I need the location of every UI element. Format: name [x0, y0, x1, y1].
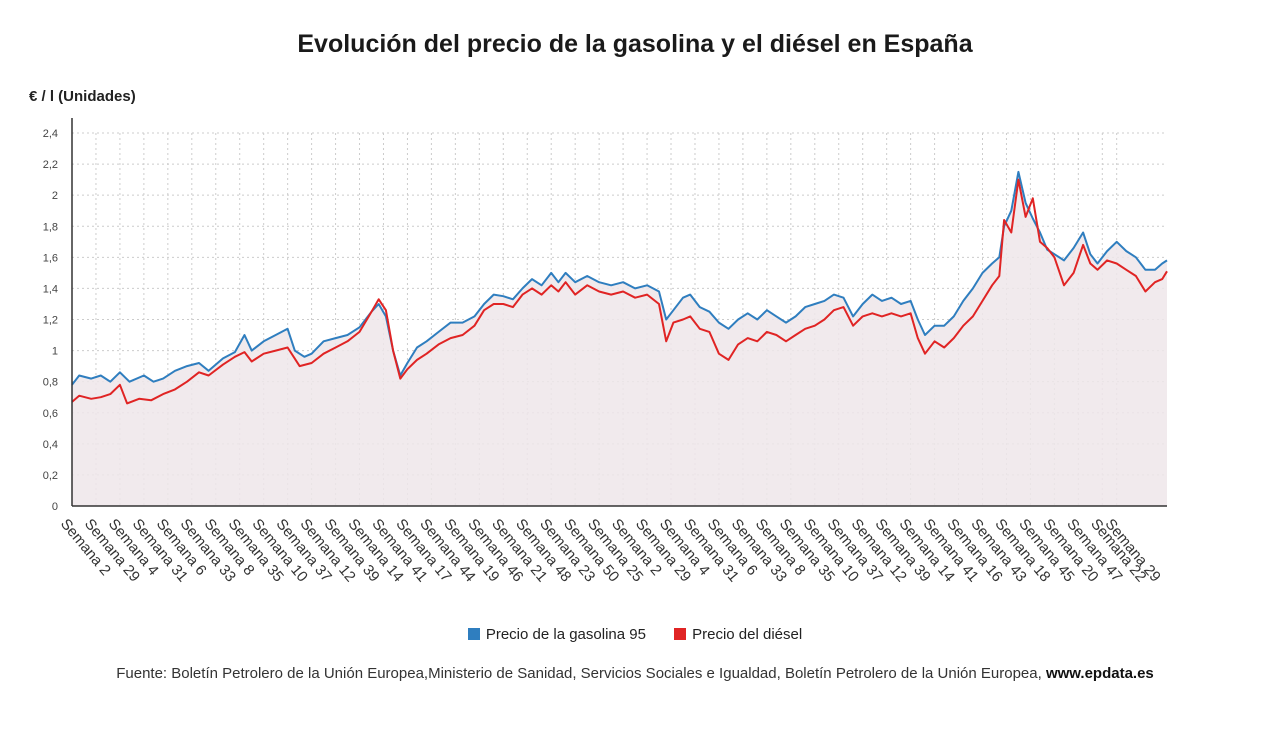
y-tick-label: 0,8 — [43, 377, 58, 389]
y-tick-label: 1,8 — [43, 221, 58, 233]
series-line-gasolina — [71, 170, 1168, 386]
y-axis-unit-label: € / l (Unidades) — [29, 88, 136, 105]
chart-title: Evolución del precio de la gasolina y el… — [297, 30, 973, 58]
legend-label-diesel: Precio del diésel — [692, 626, 803, 643]
y-tick-label: 1 — [52, 346, 58, 358]
source-text: Fuente: Boletín Petrolero de la Unión Eu… — [116, 665, 1042, 682]
legend-item-gasolina[interactable]: Precio de la gasolina 95 — [467, 626, 646, 643]
y-tick-label: 0,4 — [43, 439, 58, 451]
y-tick-label: 0,6 — [43, 408, 58, 420]
legend-item-diesel[interactable]: Precio del diésel — [674, 626, 802, 643]
y-tick-label: 0,2 — [43, 470, 58, 482]
line-chart: 00,20,40,60,811,21,41,61,822,22,4Semana … — [43, 118, 1168, 585]
legend: Precio de la gasolina 95 Precio del diés… — [0, 626, 1270, 643]
legend-label-gasolina: Precio de la gasolina 95 — [485, 626, 646, 643]
y-tick-label: 1,2 — [43, 315, 58, 327]
source-link[interactable]: www.epdata.es — [1045, 665, 1154, 682]
y-tick-label: 1,6 — [43, 252, 58, 264]
y-tick-label: 2,4 — [43, 128, 58, 140]
y-tick-label: 0 — [52, 501, 58, 513]
y-tick-label: 2 — [52, 190, 58, 202]
legend-swatch-diesel — [674, 628, 687, 640]
legend-swatch-gasolina — [467, 628, 480, 640]
y-tick-label: 2,2 — [43, 159, 58, 171]
series-line-diesel — [71, 178, 1168, 405]
source-note: Fuente: Boletín Petrolero de la Unión Eu… — [70, 662, 1200, 685]
y-tick-label: 1,4 — [43, 283, 58, 295]
area-fill — [72, 171, 1167, 506]
